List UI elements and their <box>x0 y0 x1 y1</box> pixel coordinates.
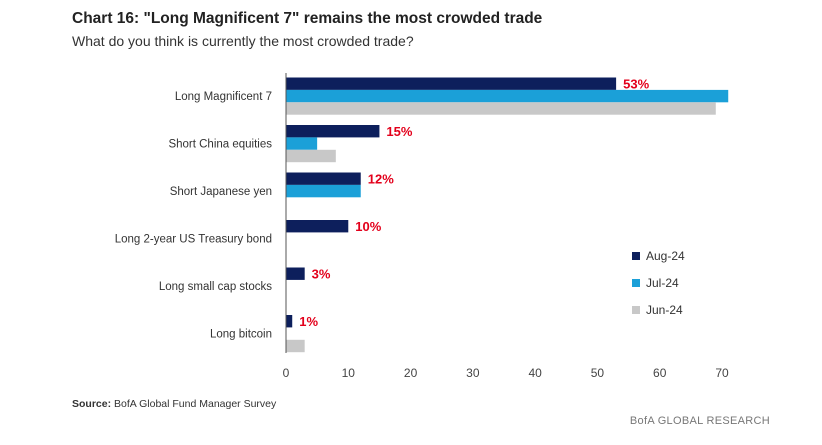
x-tick-label: 70 <box>715 366 729 380</box>
category-label: Long bitcoin <box>210 329 272 341</box>
source-label: Source: <box>72 398 112 410</box>
data-label: 15% <box>386 124 412 139</box>
legend-label: Jun-24 <box>646 303 683 317</box>
source-text: BofA Global Fund Manager Survey <box>111 398 277 410</box>
bar-aug-24 <box>286 77 617 90</box>
x-axis: 0 10 20 30 40 50 60 70 <box>283 73 729 380</box>
source-note: Source: BofA Global Fund Manager Survey <box>72 398 276 410</box>
data-label: 10% <box>355 219 381 234</box>
bar-aug-24 <box>286 220 349 233</box>
bar-aug-24 <box>286 315 293 328</box>
bar-aug-24 <box>286 172 361 185</box>
bar-jun-24 <box>286 102 716 115</box>
category-label: Long Magnificent 7 <box>175 91 272 103</box>
category-labels: Long Magnificent 7 53% Short China equitie… <box>115 76 650 340</box>
bar-jul-24 <box>286 137 318 150</box>
chart-title: Chart 16: "Long Magnificent 7" remains t… <box>72 10 543 27</box>
x-tick-label: 20 <box>404 366 418 380</box>
bar-jul-24 <box>286 184 361 198</box>
data-label: 1% <box>299 314 318 329</box>
bar-jun-24 <box>286 339 305 353</box>
category-label: Long small cap stocks <box>159 281 272 293</box>
data-label: 3% <box>312 266 331 281</box>
bar-jul-24 <box>286 89 729 103</box>
bar-aug-24 <box>286 125 380 138</box>
data-label: 53% <box>623 76 649 91</box>
category-label: Short China equities <box>168 139 272 151</box>
x-tick-label: 50 <box>591 366 605 380</box>
x-tick-label: 40 <box>528 366 542 380</box>
data-label: 12% <box>368 171 394 186</box>
legend-swatch <box>632 252 640 260</box>
legend-label: Aug-24 <box>646 249 685 263</box>
bars-layer <box>286 77 729 353</box>
category-label: Short Japanese yen <box>170 186 272 198</box>
x-tick-label: 60 <box>653 366 667 380</box>
category-label: Long 2-year US Treasury bond <box>115 234 272 246</box>
legend-swatch <box>632 279 640 287</box>
chart-subtitle: What do you think is currently the most … <box>72 33 414 49</box>
legend-label: Jul-24 <box>646 276 679 290</box>
x-tick-label: 0 <box>283 366 290 380</box>
x-tick-label: 10 <box>342 366 356 380</box>
legend: Aug-24 Jul-24 Jun-24 <box>632 249 685 317</box>
x-tick-label: 30 <box>466 366 480 380</box>
bar-jun-24 <box>286 149 336 163</box>
legend-swatch <box>632 306 640 314</box>
brand-label: BofA GLOBAL RESEARCH <box>629 415 770 427</box>
bar-aug-24 <box>286 267 305 280</box>
